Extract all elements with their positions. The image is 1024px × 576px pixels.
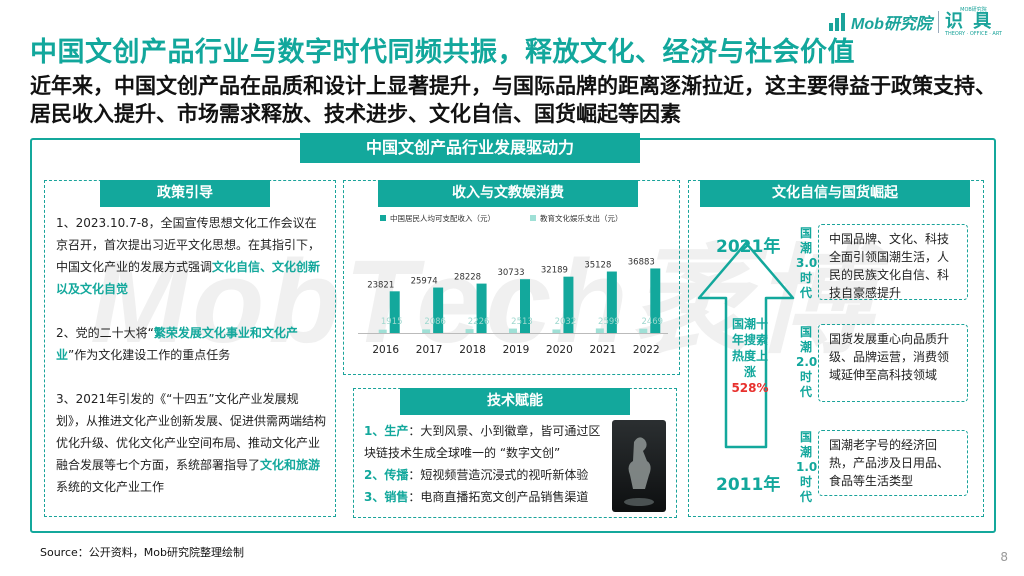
spend-bar [552, 329, 561, 333]
legend-label: 中国居民人均可支配收入（元） [390, 213, 495, 223]
search-growth-value: 528% [731, 381, 769, 395]
income-bar [433, 287, 444, 333]
income-value-label: 28228 [454, 273, 481, 283]
digital-collectible-image [612, 420, 666, 512]
policy-text: 1、2023.10.7-8，全国宣传思想文化工作会议在京召开，首次提出习近平文化… [56, 216, 327, 494]
income-value-label: 25974 [411, 277, 438, 287]
x-tick-label: 2018 [459, 344, 486, 356]
spend-value-label: 2513 [511, 317, 533, 327]
culture-heading: 文化自信与国货崛起 [700, 180, 970, 207]
income-value-label: 36883 [628, 257, 655, 267]
gen-box-2: 国货发展重心向品质升级、品牌运营，消费领域延伸至高科技领域 [818, 324, 968, 402]
spend-bar [465, 329, 474, 333]
spend-bar [639, 328, 648, 333]
legend-swatch [380, 215, 386, 221]
income-bar [476, 283, 487, 333]
income-bar [389, 291, 400, 333]
income-bar [520, 279, 530, 333]
brand-logo: Mob研究院 MOB研究院 识 具 THEORY · OFFICE · ART [829, 6, 1002, 37]
logo-secondary: MOB研究院 识 具 THEORY · OFFICE · ART [944, 7, 1002, 37]
spend-value-label: 2086 [424, 317, 446, 327]
page-title: 中国文创产品行业与数字时代同频共振，释放文化、经济与社会价值 [30, 37, 855, 68]
income-bar [563, 276, 574, 333]
source-note: Source：公开资料，Mob研究院整理绘制 [40, 546, 244, 559]
policy-heading: 政策引导 [100, 180, 270, 207]
gen-label-3: 国潮3.0时代 [796, 226, 818, 300]
spend-bar [378, 329, 387, 333]
income-bar-chart: 中国居民人均可支配收入（元） 教育文化娱乐支出（元） 23821 1915 2016 25… [358, 213, 668, 356]
spend-bar [422, 329, 431, 333]
spend-value-label: 1915 [381, 317, 403, 327]
page-subtitle: 近年来，中国文创产品在品质和设计上显著提升，与国际品牌的距离逐渐拉近，这主要得益… [30, 74, 996, 126]
logo-bars-icon [829, 12, 846, 31]
spend-value-label: 2469 [641, 317, 663, 327]
gen-box-1: 国潮老字号的经济回热，产品涉及日用品、食品等生活类型 [818, 430, 968, 496]
income-bar [606, 271, 617, 333]
year-2011: 2011年 [716, 475, 781, 495]
legend-swatch [530, 215, 536, 221]
spend-value-label: 2226 [468, 317, 490, 327]
gen-label-1: 国潮1.0时代 [796, 430, 818, 504]
x-tick-label: 2022 [633, 344, 660, 356]
income-value-label: 32189 [541, 266, 568, 276]
logo-brand-text: Mob研究院 [851, 15, 932, 33]
spend-value-label: 2032 [555, 317, 577, 327]
spend-bar [595, 328, 604, 333]
income-bar [650, 268, 661, 333]
tech-heading: 技术赋能 [400, 388, 630, 415]
drivers-frame-title: 中国文创产品行业发展驱动力 [300, 133, 640, 163]
figurine-icon [624, 437, 654, 506]
spend-bar [509, 328, 517, 333]
x-tick-label: 2017 [416, 344, 443, 356]
x-tick-label: 2016 [372, 344, 399, 356]
x-tick-label: 2019 [503, 344, 530, 356]
growth-arrow-icon [697, 241, 795, 449]
arrow-label: 国潮十年搜索热度上涨 528% [731, 317, 769, 395]
page-number: 8 [1000, 550, 1008, 564]
income-value-label: 23821 [367, 280, 394, 290]
income-value-label: 30733 [497, 268, 524, 278]
gen-box-3: 中国品牌、文化、科技全面引领国潮生活，人民的民族文化自信、科技自豪感提升 [818, 224, 968, 300]
spend-value-label: 2599 [598, 317, 620, 327]
gen-label-2: 国潮2.0时代 [796, 325, 818, 399]
income-value-label: 35128 [584, 261, 611, 271]
income-heading: 收入与文教娱消费 [378, 180, 638, 207]
tech-text: 1、生产：大到风景、小到徽章，皆可通过区块链技术生成全球唯一的 “数字文创” 2… [364, 424, 601, 504]
x-tick-label: 2020 [546, 344, 573, 356]
x-tick-label: 2021 [589, 344, 616, 356]
legend-label: 教育文化娱乐支出（元） [540, 213, 623, 223]
